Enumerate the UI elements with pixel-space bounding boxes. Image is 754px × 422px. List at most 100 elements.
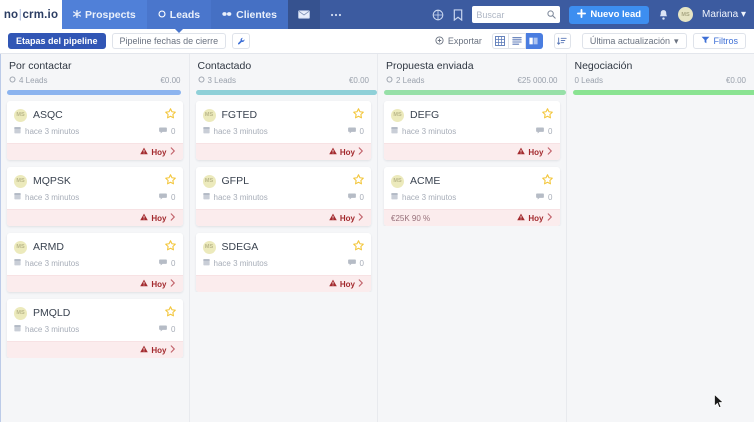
list-icon[interactable] [508, 33, 526, 49]
lead-card-time-label: hace 3 minutos [25, 258, 80, 268]
bookmark-icon[interactable] [453, 8, 463, 21]
lead-card-footer: €25K 90 % Hoy [384, 209, 560, 226]
avatar: MS [202, 174, 216, 188]
star-icon[interactable] [353, 108, 364, 122]
lead-card-comment-count: 0 [359, 126, 364, 136]
app-logo[interactable]: no | crm.io [0, 0, 62, 29]
warning-icon [140, 147, 149, 157]
calendar-icon [202, 258, 210, 268]
lead-card-due-badge[interactable]: Hoy [140, 147, 175, 157]
chevron-right-icon[interactable] [547, 147, 553, 157]
lead-card-due-badge[interactable]: Hoy [140, 213, 175, 223]
lead-card-footer: Hoy [7, 341, 183, 358]
chevron-right-icon[interactable] [170, 213, 176, 223]
pipeline-close-dates-button[interactable]: Pipeline fechas de cierre [111, 33, 227, 49]
lead-card-due-badge[interactable]: Hoy [329, 147, 364, 157]
chevron-down-icon: ▾ [673, 35, 679, 46]
star-icon[interactable] [541, 108, 553, 122]
lead-card-comments: 0 [347, 126, 364, 136]
wrench-icon[interactable] [232, 33, 251, 49]
lead-card-due-badge[interactable]: Hoy [517, 213, 552, 223]
lead-target-icon [9, 76, 16, 85]
chevron-right-icon[interactable] [170, 345, 176, 355]
lead-card-due-badge[interactable]: Hoy [140, 279, 175, 289]
lead-card-due-badge[interactable]: Hoy [140, 345, 175, 355]
sort-label: Última actualización [589, 36, 670, 46]
lead-card-due-label: Hoy [339, 279, 355, 289]
lead-card-comment-count: 0 [359, 192, 364, 202]
search-icon[interactable] [547, 10, 557, 19]
lead-card[interactable]: MS DEFG hace 3 minutos 0 Hoy [384, 101, 560, 160]
chevron-right-icon[interactable] [170, 279, 176, 289]
chevron-right-icon[interactable] [358, 213, 364, 223]
avatar: MS [14, 174, 27, 188]
globe-icon[interactable] [432, 9, 444, 21]
lead-card-body: hace 3 minutos 0 [384, 122, 560, 143]
bell-icon[interactable] [658, 9, 669, 21]
kanban-icon[interactable] [525, 33, 543, 49]
lead-card-comments: 0 [159, 193, 176, 202]
chevron-right-icon[interactable] [358, 147, 364, 157]
warning-icon [140, 213, 149, 223]
view-switcher [491, 33, 543, 49]
user-menu[interactable]: Mariana ▾ [702, 9, 746, 20]
star-icon[interactable] [164, 306, 176, 320]
lead-card[interactable]: MS ACME hace 3 minutos 0 €25K 90 % Hoy [384, 167, 560, 226]
lead-card-timestamp: hace 3 minutos [14, 126, 79, 136]
lead-card[interactable]: MS MQPSK hace 3 minutos 0 Hoy [7, 167, 183, 226]
lead-target-icon [198, 76, 205, 85]
pipeline-stages-button[interactable]: Etapas del pipeline [8, 33, 106, 49]
lead-card-due-badge[interactable]: Hoy [329, 279, 364, 289]
nav-tab-clientes[interactable]: Clientes [211, 0, 288, 29]
lead-card-due-badge[interactable]: Hoy [517, 147, 552, 157]
grid-icon[interactable] [491, 33, 509, 49]
lead-card[interactable]: MS ARMD hace 3 minutos 0 Hoy [7, 233, 183, 292]
star-icon[interactable] [164, 240, 176, 254]
column-leads-count: 3 Leads [198, 76, 236, 85]
avatar: MS [14, 108, 27, 122]
avatar[interactable]: MS [678, 7, 694, 22]
mail-icon[interactable] [288, 0, 320, 29]
lead-card[interactable]: MS GFPL hace 3 minutos 0 Hoy [195, 167, 371, 226]
lead-card-body: hace 3 minutos 0 [384, 188, 560, 209]
sort-dropdown[interactable]: Última actualización ▾ [581, 33, 687, 49]
column-leads-label: 3 Leads [207, 76, 236, 85]
sort-icon[interactable] [553, 33, 571, 49]
lead-card[interactable]: MS PMQLD hace 3 minutos 0 Hoy [7, 299, 183, 358]
calendar-icon [391, 192, 398, 202]
more-dots-icon[interactable] [320, 0, 352, 29]
star-icon[interactable] [164, 108, 176, 122]
lead-card-time-label: hace 3 minutos [25, 192, 80, 202]
column-progress-bar [384, 90, 566, 95]
filters-button[interactable]: Filtros [692, 33, 746, 49]
chevron-right-icon[interactable] [170, 147, 176, 157]
nav-tab-leads[interactable]: Leads [146, 0, 212, 29]
lead-card[interactable]: MS SDEGA hace 3 minutos 0 Hoy [195, 233, 371, 292]
lead-card-due-badge[interactable]: Hoy [329, 213, 364, 223]
nav-tab-clientes-label: Clientes [236, 8, 277, 21]
export-button[interactable]: Exportar [435, 35, 482, 47]
star-icon[interactable] [541, 174, 553, 188]
lead-card-due-label: Hoy [151, 213, 167, 223]
star-icon[interactable] [353, 174, 364, 188]
nav-tab-prospects[interactable]: Prospects [62, 0, 147, 29]
lead-card[interactable]: MS FGTED hace 3 minutos 0 Hoy [195, 101, 371, 160]
asterisk-icon [72, 8, 82, 21]
star-icon[interactable] [353, 240, 364, 254]
column-title: Negociación [574, 60, 633, 72]
chevron-right-icon[interactable] [358, 279, 364, 289]
column-meta: 0 Leads €0.00 [575, 76, 747, 85]
column-leads-count: 4 Leads [9, 76, 47, 85]
chevron-right-icon[interactable] [547, 213, 553, 223]
lead-card-due-label: Hoy [339, 147, 355, 157]
new-lead-button[interactable]: Nuevo lead [569, 5, 650, 24]
star-icon[interactable] [164, 174, 176, 188]
search-box[interactable] [472, 6, 561, 23]
lead-card[interactable]: MS ASQC hace 3 minutos 0 Hoy [7, 101, 183, 160]
column-meta: 3 Leads €0.00 [198, 76, 369, 85]
lead-card-title: GFPL [221, 175, 249, 187]
lead-card-time-label: hace 3 minutos [25, 126, 80, 136]
search-input[interactable] [476, 9, 547, 20]
lead-card-body: hace 3 minutos 0 [7, 122, 183, 143]
lead-card-timestamp: hace 3 minutos [391, 192, 456, 202]
